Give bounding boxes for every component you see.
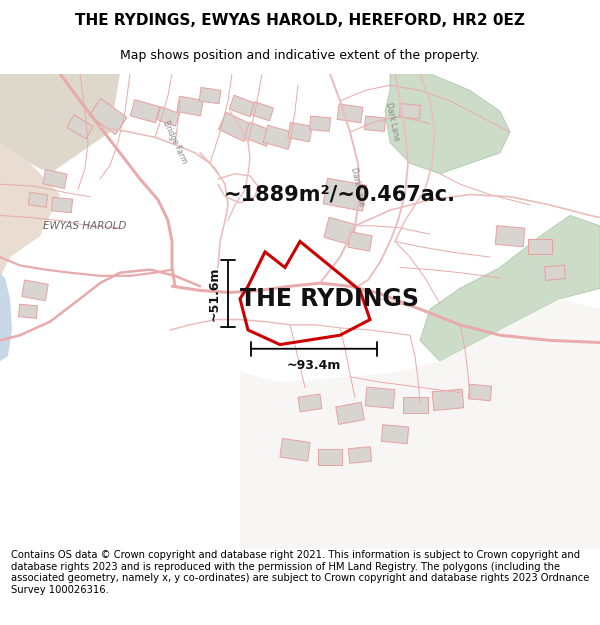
Text: ~51.6m: ~51.6m: [208, 266, 221, 321]
Bar: [67, 115, 93, 139]
Text: Contains OS data © Crown copyright and database right 2021. This information is : Contains OS data © Crown copyright and d…: [11, 550, 589, 595]
Bar: [52, 198, 73, 212]
Bar: [400, 104, 421, 119]
Bar: [323, 178, 367, 211]
Text: THE RYDINGS, EWYAS HAROLD, HEREFORD, HR2 0EZ: THE RYDINGS, EWYAS HAROLD, HEREFORD, HR2…: [75, 13, 525, 28]
Bar: [324, 217, 356, 245]
Bar: [89, 98, 127, 134]
Polygon shape: [385, 74, 510, 174]
Bar: [544, 265, 566, 281]
Bar: [349, 447, 371, 463]
Bar: [218, 112, 251, 141]
Text: Dark Lane: Dark Lane: [350, 166, 367, 206]
Bar: [22, 280, 48, 301]
Bar: [336, 402, 364, 424]
Polygon shape: [0, 74, 120, 174]
Polygon shape: [0, 74, 60, 278]
Bar: [318, 449, 342, 465]
Bar: [263, 125, 293, 149]
Bar: [28, 192, 48, 208]
Text: Dark Lane: Dark Lane: [385, 101, 401, 142]
Text: THE RYDINGS: THE RYDINGS: [241, 287, 419, 311]
Bar: [280, 439, 310, 461]
Bar: [403, 397, 427, 413]
Bar: [432, 389, 464, 411]
Bar: [288, 122, 312, 142]
Bar: [382, 424, 409, 444]
Bar: [337, 104, 363, 122]
Bar: [298, 394, 322, 412]
Bar: [528, 239, 552, 254]
Text: EWYAS HAROLD: EWYAS HAROLD: [43, 221, 127, 231]
Bar: [364, 116, 386, 131]
Bar: [43, 169, 67, 189]
Text: ~93.4m: ~93.4m: [287, 359, 341, 372]
Bar: [469, 384, 491, 401]
Bar: [19, 304, 37, 318]
Bar: [229, 95, 255, 117]
Bar: [130, 100, 160, 122]
Text: Map shows position and indicative extent of the property.: Map shows position and indicative extent…: [120, 49, 480, 62]
Text: ~1889m²/~0.467ac.: ~1889m²/~0.467ac.: [224, 184, 456, 204]
Bar: [157, 106, 179, 126]
Polygon shape: [0, 272, 12, 361]
Bar: [177, 96, 203, 116]
Bar: [495, 226, 525, 247]
Polygon shape: [240, 299, 600, 549]
Bar: [244, 122, 272, 146]
Bar: [348, 232, 372, 251]
Text: Bridge Farm: Bridge Farm: [161, 119, 189, 166]
Bar: [199, 88, 221, 104]
Bar: [250, 102, 274, 121]
Bar: [310, 116, 331, 131]
Polygon shape: [420, 216, 600, 361]
Bar: [365, 387, 395, 408]
